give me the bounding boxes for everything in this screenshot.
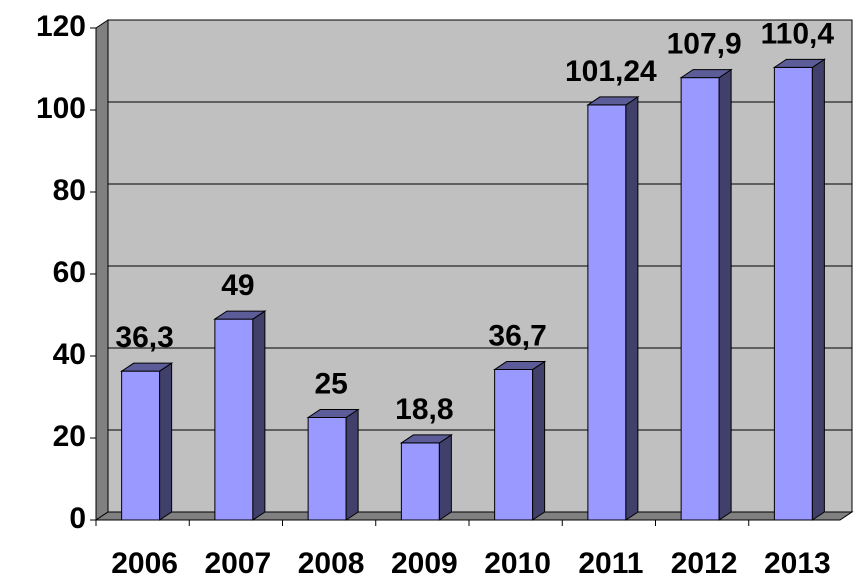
bar bbox=[492, 360, 547, 521]
bar-front bbox=[214, 318, 254, 521]
bar-side bbox=[438, 433, 452, 521]
value-label: 110,4 bbox=[761, 17, 835, 50]
bar-front bbox=[400, 442, 440, 521]
x-tick-label: 2009 bbox=[391, 547, 458, 579]
y-tick-label: 60 bbox=[53, 256, 86, 289]
bar-top bbox=[679, 69, 733, 79]
x-tick-label: 2006 bbox=[111, 547, 178, 579]
y-tick-label: 0 bbox=[69, 502, 86, 535]
x-tick-label: 2010 bbox=[484, 547, 551, 579]
value-label: 101,24 bbox=[565, 55, 657, 88]
side-wall bbox=[95, 19, 109, 521]
x-tick-label: 2012 bbox=[671, 547, 738, 579]
bar-top bbox=[586, 96, 640, 106]
y-tick-label: 80 bbox=[53, 174, 86, 207]
y-tick-label: 20 bbox=[53, 420, 86, 453]
bar-side bbox=[811, 58, 825, 521]
bar-front bbox=[587, 104, 627, 521]
bar-front bbox=[121, 370, 161, 521]
bar bbox=[399, 433, 454, 521]
bar-top bbox=[492, 361, 547, 371]
value-label: 18,8 bbox=[395, 393, 453, 426]
bar-front bbox=[494, 369, 534, 521]
bar bbox=[213, 310, 267, 521]
bar bbox=[119, 362, 174, 521]
bar bbox=[306, 408, 360, 521]
x-tick-label: 2007 bbox=[205, 547, 272, 579]
y-tick-label: 40 bbox=[53, 338, 86, 371]
bar-front bbox=[773, 66, 813, 521]
bar-side bbox=[159, 362, 173, 521]
bar-top bbox=[213, 310, 267, 320]
value-label: 25 bbox=[314, 367, 347, 400]
bar-front bbox=[307, 417, 347, 521]
bar-side bbox=[345, 408, 359, 521]
value-label: 36,7 bbox=[488, 319, 546, 352]
x-tick-label: 2008 bbox=[298, 547, 365, 579]
y-tick-label: 120 bbox=[36, 10, 86, 43]
bar-side bbox=[252, 310, 266, 521]
bar-front bbox=[680, 77, 720, 521]
bar-top bbox=[399, 434, 454, 444]
bar-side bbox=[718, 68, 732, 521]
bar-top bbox=[306, 409, 360, 418]
bar bbox=[679, 68, 733, 521]
floor bbox=[94, 511, 854, 521]
bar-side bbox=[532, 360, 546, 521]
x-tick-label: 2013 bbox=[764, 547, 831, 579]
y-tick-label: 100 bbox=[36, 92, 86, 125]
bar-top bbox=[119, 362, 174, 372]
value-label: 49 bbox=[221, 269, 254, 302]
bar-side bbox=[625, 95, 639, 521]
value-label: 36,3 bbox=[115, 321, 173, 354]
x-tick-label: 2011 bbox=[578, 547, 643, 579]
bar bbox=[772, 58, 827, 521]
bar-top bbox=[772, 58, 827, 68]
value-label: 107,9 bbox=[667, 28, 742, 61]
bar bbox=[586, 95, 640, 521]
